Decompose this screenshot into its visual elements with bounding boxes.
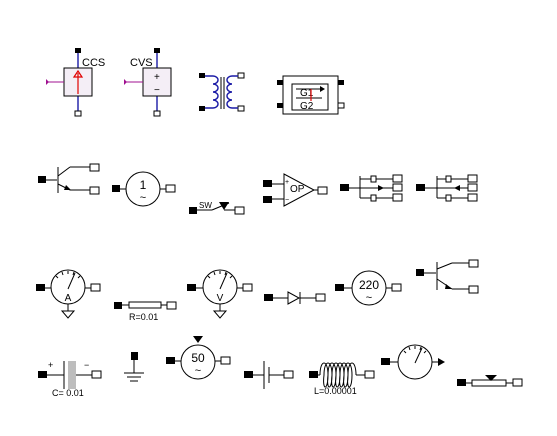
gauge-block[interactable] [381,344,445,380]
inductor-value: L=0.00001 [314,386,357,396]
capacitor-minus-sign: − [84,360,89,370]
ammeter-block[interactable]: A [36,269,101,319]
ac-source-50-value: 50 [191,351,205,365]
op-amp-minus: − [285,197,289,204]
ac-source-1-tilde: ~ [140,192,146,204]
ccs-label: CCS [82,57,105,69]
capacitor-block[interactable]: + − C= 0.01 [38,360,102,398]
capacitor-plus-sign: + [48,360,53,370]
op-amp-label: OP [290,184,305,195]
ac-source-220-value: 220 [359,278,379,292]
ac-source-50-tilde: ~ [195,365,201,377]
switch-g1-g2-block[interactable]: G1 G2 [277,75,345,115]
op-amp-block[interactable]: OP + − [263,173,328,207]
resistor-value: R=0.01 [129,312,158,322]
cvs-block[interactable]: CVS + − [124,48,172,117]
ground-block[interactable] [124,352,144,382]
inductor-block[interactable]: L=0.00001 [309,362,375,396]
reverse-diode-array-block[interactable] [416,174,478,202]
cvs-plus-sign: + [154,72,160,83]
transistor-block[interactable] [38,163,100,195]
transistor-2-block[interactable] [416,259,479,294]
battery-block[interactable] [244,361,294,389]
diode-block[interactable] [264,291,326,305]
switch-g2-label: G2 [300,101,314,112]
op-amp-plus: + [285,179,289,186]
ac-source-1-block[interactable]: 1 ~ [112,171,176,207]
ammeter-label: A [65,293,72,304]
cvs-minus-sign: − [154,85,160,96]
cvs-label: CVS [130,57,153,69]
diode-array-block[interactable] [340,174,403,202]
switch-sw-block[interactable]: SW [189,201,245,215]
ac-source-50-block[interactable]: 50 ~ [166,336,231,380]
switch-sw-label: SW [199,201,212,210]
transformer-block[interactable] [199,72,245,112]
voltmeter-label: V [217,293,224,304]
ac-source-220-block[interactable]: 220 ~ [335,270,402,306]
ac-source-1-value: 1 [140,178,147,192]
ccs-block[interactable]: CCS [46,48,105,117]
potentiometer-block[interactable] [457,375,523,387]
ac-source-220-tilde: ~ [366,292,372,304]
resistor-block[interactable]: R=0.01 [114,301,177,322]
capacitor-value: C= 0.01 [52,388,84,398]
voltmeter-block[interactable]: V [187,269,253,319]
switch-g1-label: G1 [300,88,314,99]
